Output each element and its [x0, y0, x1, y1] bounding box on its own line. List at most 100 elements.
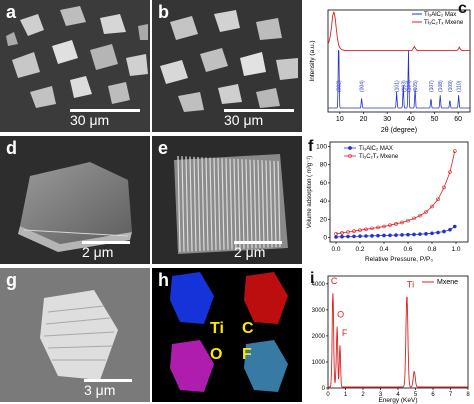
data-point: [430, 231, 434, 236]
layer-line: [229, 158, 233, 250]
y-tick-label: 40: [320, 198, 328, 205]
x-axis-label: Energy (KeV): [378, 397, 417, 404]
data-point: [334, 235, 338, 239]
legend-marker: [348, 154, 352, 158]
eds-maps: [152, 268, 302, 402]
y-tick-label: 80: [320, 162, 328, 169]
layer-line: [193, 156, 197, 252]
sem-panel-g: g 3 μm: [0, 268, 150, 402]
x-tick-label: 40: [407, 116, 415, 123]
data-point: [352, 229, 356, 233]
data-point: [436, 230, 440, 235]
eds-label-ti: Ti: [210, 320, 224, 337]
panel-label-i: i: [310, 270, 315, 287]
layer-line: [209, 157, 213, 251]
scale-bar-a: 30 μm: [70, 109, 140, 128]
o-map: [170, 340, 214, 392]
layer-line: [245, 159, 249, 249]
peak-label: (108): [438, 80, 444, 92]
data-point: [394, 222, 398, 226]
peak-label: C: [331, 276, 338, 286]
series-line-max: [328, 50, 470, 109]
data-point: [340, 231, 344, 235]
x-tick-label: 3: [379, 392, 383, 398]
panel-label-f: f: [308, 138, 314, 155]
peak-label: (004): [360, 80, 366, 92]
peak-label: (110): [457, 80, 463, 92]
layer-line: [189, 156, 193, 252]
layer-line: [233, 158, 237, 250]
plot-frame: [327, 9, 471, 113]
peak-label: (101): [395, 80, 401, 92]
y-axis-label: Volume adsorption ( m³g⁻¹): [307, 156, 313, 229]
peak-label: (103): [401, 80, 407, 92]
x-tick-label: 0.2: [355, 246, 364, 253]
peak-label: (107): [429, 80, 435, 92]
x-tick-label: 20: [360, 116, 368, 123]
data-point: [346, 234, 350, 239]
data-point: [376, 225, 380, 230]
eds-label-c: C: [242, 320, 254, 337]
legend-label-max: Ti₃AlC₂ Max: [424, 12, 456, 18]
panel-label-a: a: [6, 2, 17, 22]
x-tick-label: 4: [396, 392, 400, 398]
y-tick-label: 4000: [312, 282, 326, 288]
sem-image-e: [152, 136, 302, 264]
x-tick-label: 50: [431, 116, 439, 123]
y-tick-label: 20: [320, 216, 328, 223]
panel-label-h: h: [158, 270, 169, 290]
scale-text-e: 2 μm: [234, 244, 266, 260]
series-line-1: [335, 151, 456, 235]
legend-label: Ti₃C₂Tₓ Mxene: [359, 154, 399, 160]
layer-line: [273, 160, 277, 248]
x-tick-label: 0.4: [379, 246, 388, 253]
panel-label-c: c: [458, 0, 467, 17]
layer-line: [261, 160, 265, 248]
xrd-chart: 10 20 30 40 50 60 2θ (degree) Intensity (a.u.) (…: [309, 9, 471, 134]
x-tick-label: 30: [383, 116, 391, 123]
data-point: [412, 232, 416, 237]
layer-line: [237, 158, 241, 250]
data-point: [370, 226, 374, 231]
data-point: [340, 234, 344, 239]
bet-chart: 0.0 0.2 0.4 0.6 0.8 1.0 0 20 40 60 80 100 Relative P…: [307, 141, 469, 263]
data-point: [424, 210, 428, 214]
data-point: [442, 185, 446, 190]
series-line-mxene: [327, 11, 470, 52]
scale-bar-b: 30 μm: [224, 109, 294, 128]
layer-line: [181, 156, 185, 252]
y-tick-label: 1000: [312, 360, 326, 366]
x-axis-label: Relative Pressure, P/P₀: [365, 256, 433, 263]
data-point: [418, 232, 422, 236]
panel-label-b: b: [158, 2, 169, 22]
data-point: [382, 224, 386, 229]
x-tick-label: 1: [344, 392, 348, 398]
x-tick-label: 8: [466, 392, 470, 398]
y-tick-label: 3000: [312, 308, 326, 314]
x-tick-label: 60: [454, 116, 462, 123]
layer-line: [177, 155, 181, 253]
legend-label: Ti₃AlC₂ MAX: [359, 146, 393, 152]
eds-label-o: O: [210, 346, 223, 363]
scale-text-b: 30 μm: [224, 112, 264, 128]
data-point: [352, 234, 356, 239]
scale-bar-d: 2 μm: [82, 241, 130, 260]
x-tick-label: 6: [431, 392, 435, 398]
y-tick-label: 0: [322, 386, 326, 392]
data-point: [436, 197, 440, 202]
data-point: [418, 213, 422, 218]
data-point: [346, 230, 350, 234]
y-tick-label: 60: [320, 180, 328, 187]
x-tick-label: 0.6: [403, 246, 412, 253]
data-point: [400, 233, 404, 237]
data-point: [430, 204, 434, 209]
data-point: [388, 233, 392, 238]
x-tick-label: 5: [414, 392, 418, 398]
data-point: [370, 234, 374, 238]
chart-panel-c: 10 20 30 40 50 60 2θ (degree) Intensity (a.u.) (…: [304, 0, 474, 134]
x-tick-label: 1.0: [451, 246, 460, 253]
sem-image-d: [0, 136, 150, 264]
layer-line: [257, 159, 261, 249]
scale-bar-e: 2 μm: [234, 241, 282, 260]
eds-label-f: F: [242, 346, 252, 363]
